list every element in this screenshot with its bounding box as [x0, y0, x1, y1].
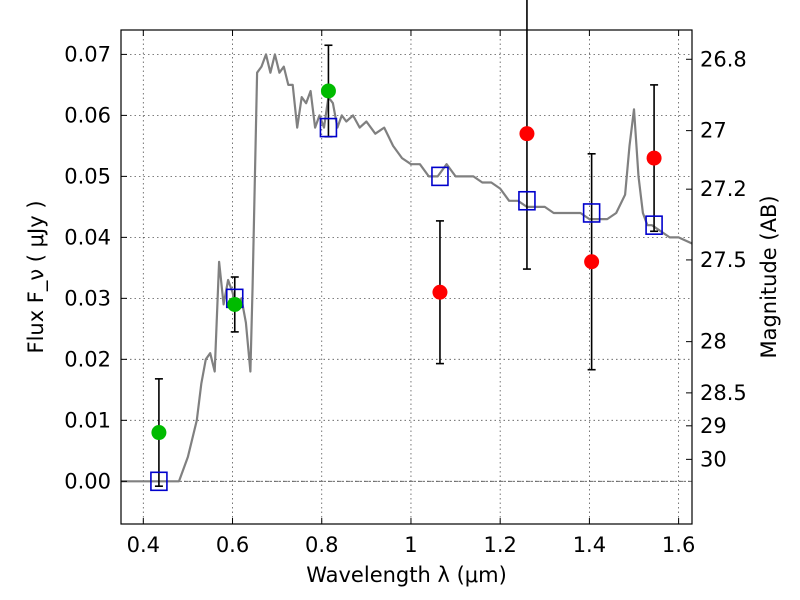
mag-tick-label: 28 — [700, 330, 727, 354]
observed-flux-point — [151, 425, 167, 441]
x-tick-label: 0.4 — [127, 533, 160, 557]
grid-lines — [121, 30, 692, 524]
x-tick-label: 1.4 — [573, 533, 606, 557]
observed-flux-point — [432, 284, 448, 300]
model-photometry-square — [431, 166, 449, 187]
mag-tick-label: 27 — [700, 119, 727, 143]
x-tick-label: 0.8 — [305, 533, 338, 557]
y-tick-label: 0.06 — [64, 103, 111, 127]
model-spectrum-line — [121, 53, 693, 483]
x-tick-label: 1 — [404, 533, 417, 557]
model-photometry-square — [645, 215, 663, 235]
y-tick-label: 0.00 — [64, 469, 111, 493]
x-axis-title: Wavelength λ (μm) — [306, 563, 507, 587]
axis-ticks: 0.4 0.6 0.8 1 1.2 1.4 1.6 0.00 0.01 0.02 0.03 0.04 0… — [64, 30, 747, 557]
mag-tick-label: 27.5 — [700, 248, 747, 272]
observed-flux-point — [584, 254, 600, 270]
x-tick-label: 0.6 — [216, 533, 249, 557]
observed-flux-point — [320, 83, 336, 99]
y-tick-label: 0.03 — [64, 286, 111, 310]
y-tick-label: 0.04 — [64, 225, 111, 249]
mag-tick-label: 30 — [700, 447, 727, 471]
y-tick-label: 0.05 — [64, 164, 111, 188]
mag-tick-label: 26.8 — [700, 47, 747, 71]
x-tick-label: 1.2 — [483, 533, 516, 557]
model-photometry-square — [518, 190, 536, 211]
mag-tick-label: 27.2 — [700, 177, 747, 201]
y-tick-label: 0.02 — [64, 347, 111, 371]
model-photometry-square — [582, 203, 601, 223]
y-tick-label: 0.07 — [64, 42, 111, 66]
observed-flux-point — [646, 150, 662, 166]
observed-flux-point — [519, 126, 535, 142]
y-axis-title: Flux F_ν ( μJy ) — [24, 200, 49, 353]
data-series — [121, 0, 693, 492]
y-tick-label: 0.01 — [64, 408, 111, 432]
plot-frame — [120, 29, 693, 525]
observed-flux-point — [227, 296, 243, 312]
y2-axis-title: Magnitude (AB) — [757, 195, 781, 358]
mag-tick-label: 28.5 — [700, 381, 747, 405]
mag-tick-label: 29 — [700, 414, 727, 438]
model-photometry-square — [150, 471, 168, 492]
model-photometry-square — [319, 117, 338, 138]
x-tick-label: 1.6 — [662, 533, 695, 557]
